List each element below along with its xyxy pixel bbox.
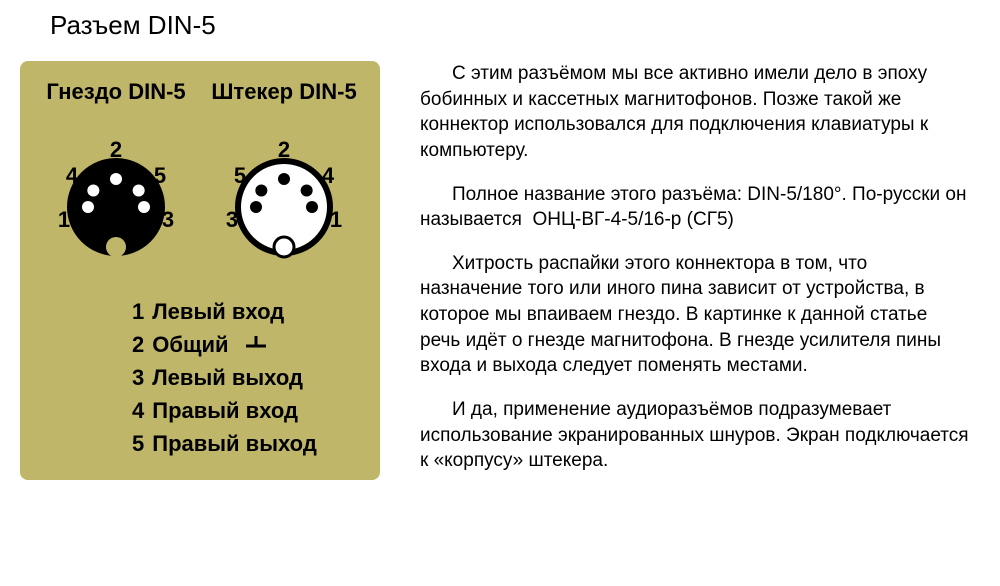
pinout-list: 1Левый вход2Общий3Левый выход4Правый вхо…: [132, 295, 368, 460]
svg-text:5: 5: [234, 163, 246, 188]
paragraph-2: Полное название этого разъёма: DIN-5/180…: [420, 182, 970, 233]
pinout-row: 5Правый выход: [132, 427, 368, 460]
svg-text:3: 3: [162, 207, 174, 232]
plug-diagram: 3 5 2 4 1: [204, 115, 364, 275]
paragraph-1: С этим разъёмом мы все активно имели дел…: [420, 61, 970, 164]
svg-text:3: 3: [226, 207, 238, 232]
p2-part-b: ОНЦ-ВГ-4-5/16-р (СГ5): [532, 209, 733, 230]
article-text: С этим разъёмом мы все активно имели дел…: [380, 61, 1000, 492]
pin-number: 3: [132, 361, 144, 394]
pin-description: Левый выход: [152, 361, 303, 394]
plug-title: Штекер DIN-5: [204, 79, 364, 105]
plug-block: Штекер DIN-5 3 5 2 4 1: [204, 79, 364, 275]
socket-diagram: 1 4 2 5 3: [36, 115, 196, 275]
pin-description: Правый вход: [152, 394, 298, 427]
svg-text:2: 2: [110, 137, 122, 162]
page-title: Разъем DIN-5: [50, 10, 1000, 41]
ground-icon: [243, 334, 269, 356]
connector-row: Гнездо DIN-5 1 4 2 5 3 Штекер DIN-5 3 5 2 4 1: [32, 79, 368, 275]
pinout-row: 4Правый вход: [132, 394, 368, 427]
pinout-row: 3Левый выход: [132, 361, 368, 394]
pinout-row: 2Общий: [132, 328, 368, 361]
pin-number: 5: [132, 427, 144, 460]
paragraph-4: И да, применение аудиоразъёмов подразуме…: [420, 397, 970, 474]
pin-description: Общий: [152, 328, 228, 361]
pinout-row: 1Левый вход: [132, 295, 368, 328]
socket-title: Гнездо DIN-5: [36, 79, 196, 105]
svg-text:5: 5: [154, 163, 166, 188]
paragraph-3: Хитрость распайки этого коннектора в том…: [420, 251, 970, 379]
socket-block: Гнездо DIN-5 1 4 2 5 3: [36, 79, 196, 275]
din5-diagram-card: Гнездо DIN-5 14253 Штекер DIN-5 35241 1Л…: [20, 61, 380, 480]
svg-text:4: 4: [322, 163, 335, 188]
svg-text:1: 1: [330, 207, 342, 232]
svg-text:1: 1: [58, 207, 70, 232]
pin-number: 4: [132, 394, 144, 427]
pin-number: 2: [132, 328, 144, 361]
svg-text:2: 2: [278, 137, 290, 162]
pin-description: Правый выход: [152, 427, 317, 460]
svg-text:4: 4: [66, 163, 79, 188]
main-layout: Гнездо DIN-5 14253 Штекер DIN-5 35241 1Л…: [0, 61, 1000, 492]
pin-description: Левый вход: [152, 295, 284, 328]
pin-number: 1: [132, 295, 144, 328]
